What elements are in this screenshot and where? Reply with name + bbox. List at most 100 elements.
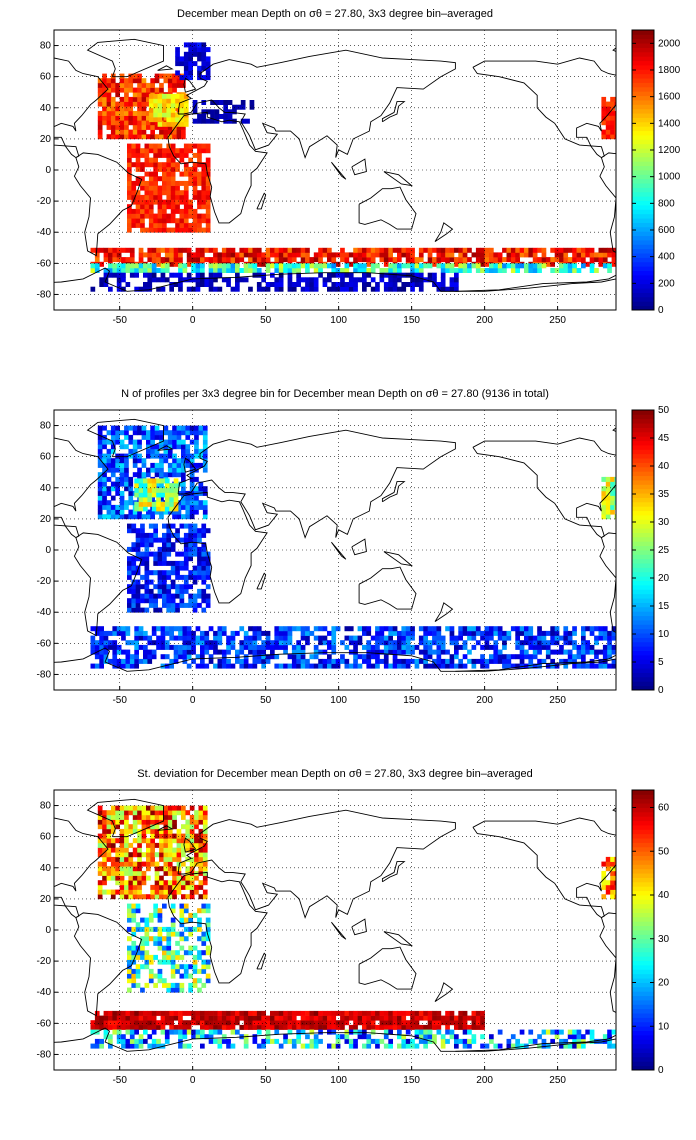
heatmap-cell (94, 626, 100, 632)
heatmap-cell (119, 106, 125, 112)
heatmap-cell (163, 814, 169, 820)
heatmap-cell (602, 252, 608, 258)
heatmap-cell (166, 532, 172, 538)
heatmap-cell (432, 1015, 437, 1021)
heatmap-cell (157, 218, 163, 224)
heatmap-cell (392, 658, 398, 664)
heatmap-cell (176, 467, 182, 473)
heatmap-cell (205, 70, 211, 76)
heatmap-cell (598, 247, 604, 253)
heatmap-cell (440, 640, 446, 646)
heatmap-cell (462, 1015, 468, 1021)
heatmap-cell (141, 101, 147, 107)
heatmap-cell (102, 500, 107, 506)
heatmap-cell (576, 252, 582, 258)
heatmap-cell (144, 936, 150, 942)
heatmap-cell (614, 120, 616, 126)
heatmap-cell (97, 490, 103, 496)
heatmap-cell (153, 908, 158, 914)
heatmap-cell (484, 658, 490, 664)
heatmap-cell (160, 257, 166, 263)
heatmap-cell (166, 528, 172, 534)
heatmap-cell (202, 490, 208, 496)
heatmap-cell (313, 626, 319, 632)
heatmap-cell (353, 635, 358, 641)
heatmap-cell (436, 654, 442, 660)
heatmap-cell (185, 448, 191, 454)
heatmap-cell (506, 247, 512, 253)
heatmap-cell (146, 434, 151, 440)
heatmap-cell (153, 171, 158, 177)
heatmap-cell (163, 805, 169, 811)
heatmap-cell (186, 630, 192, 636)
heatmap-cell (106, 514, 112, 520)
heatmap-cell (607, 649, 612, 655)
heatmap-cell (227, 118, 233, 124)
heatmap-cell (166, 574, 172, 580)
heatmap-cell (178, 268, 183, 273)
heatmap-cell (132, 87, 138, 93)
heatmap-cell (183, 532, 189, 538)
y-tick-label: -40 (37, 607, 52, 618)
heatmap-cell (134, 1020, 139, 1026)
heatmap-cell (124, 434, 129, 440)
heatmap-cell (410, 1010, 415, 1016)
heatmap-cell (375, 644, 380, 650)
heatmap-cell (159, 134, 164, 140)
heatmap-cell (550, 257, 555, 263)
heatmap-cell (208, 626, 214, 632)
heatmap-cell (497, 635, 503, 641)
heatmap-cell (265, 282, 271, 287)
heatmap-cell (197, 936, 202, 942)
heatmap-cell (143, 506, 148, 512)
heatmap-cell (173, 492, 179, 498)
heatmap-cell (475, 1015, 481, 1021)
heatmap-cell (414, 1034, 420, 1040)
heatmap-cell (132, 439, 138, 445)
heatmap-cell (135, 584, 141, 590)
heatmap-cell (128, 805, 134, 811)
heatmap-cell (186, 635, 192, 641)
heatmap-cell (353, 649, 358, 655)
heatmap-cell (185, 444, 191, 450)
heatmap-cell (192, 523, 198, 529)
heatmap-cell (134, 649, 139, 655)
heatmap-cell (194, 439, 199, 445)
heatmap-cell (348, 663, 354, 669)
heatmap-cell (132, 852, 138, 858)
heatmap-cell (462, 257, 468, 263)
heatmap-cell (278, 1020, 284, 1026)
heatmap-cell (318, 663, 323, 669)
heatmap-cell (213, 277, 218, 283)
heatmap-cell (223, 100, 228, 105)
heatmap-cell (353, 1038, 358, 1044)
heatmap-cell (278, 1043, 284, 1049)
heatmap-cell (567, 1034, 573, 1040)
heatmap-cell (162, 227, 167, 233)
heatmap-cell (388, 663, 393, 669)
heatmap-cell (572, 1043, 577, 1049)
heatmap-cell (143, 487, 148, 493)
heatmap-cell (366, 1043, 372, 1049)
heatmap-cell (205, 204, 211, 210)
heatmap-cell (493, 257, 499, 263)
heatmap-cell (192, 602, 198, 608)
heatmap-cell (357, 1029, 363, 1035)
heatmap-cell (392, 630, 398, 636)
heatmap-cell (144, 227, 150, 233)
heatmap-cell (97, 810, 103, 816)
heatmap-cell (175, 103, 180, 109)
heatmap-cell (127, 208, 132, 214)
heatmap-cell (110, 824, 116, 830)
heatmap-cell (173, 252, 179, 258)
heatmap-cell (200, 257, 205, 263)
heatmap-cell (197, 152, 202, 158)
heatmap-cell (97, 462, 103, 468)
heatmap-cell (138, 1015, 144, 1021)
heatmap-cell (169, 1020, 174, 1026)
heatmap-cell (480, 630, 485, 636)
heatmap-cell (138, 1010, 144, 1016)
heatmap-cell (201, 227, 207, 233)
heatmap-cell (135, 570, 141, 576)
y-tick-label: -80 (37, 669, 52, 680)
